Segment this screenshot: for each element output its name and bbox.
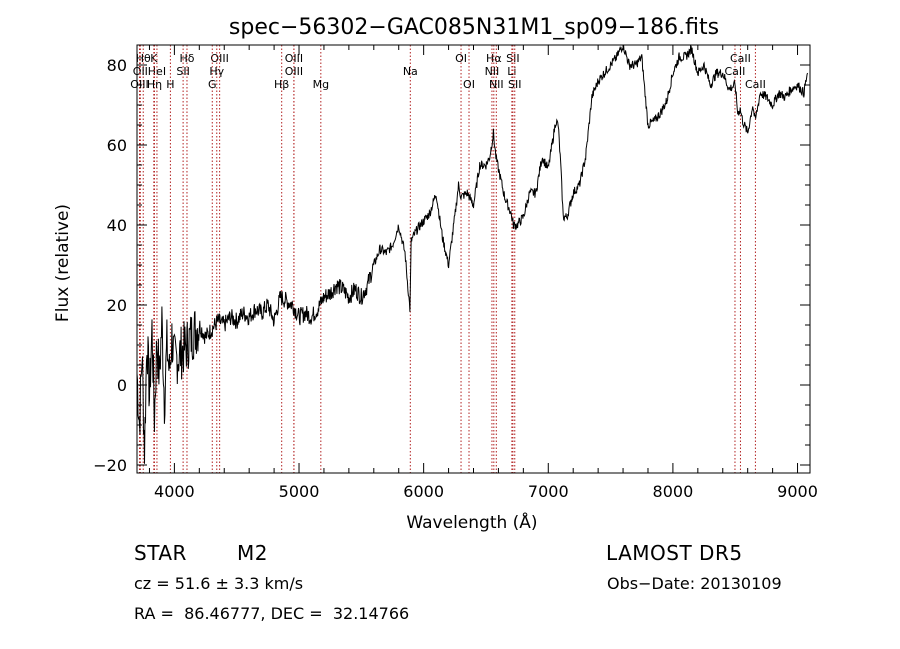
line-marker-label: SII bbox=[508, 78, 521, 91]
plot-frame bbox=[136, 44, 811, 474]
line-marker-label: OII bbox=[133, 65, 148, 78]
y-axis-label: Flux (relative) bbox=[53, 204, 73, 322]
line-marker-label: Na bbox=[403, 65, 418, 78]
coordinates: RA = 86.46777, DEC = 32.14766 bbox=[134, 604, 410, 623]
line-marker-label: H bbox=[166, 78, 174, 91]
redshift-velocity: cz = 51.6 ± 3.3 km/s bbox=[134, 574, 304, 593]
line-marker-label: K bbox=[150, 52, 158, 65]
line-marker-label: HeI bbox=[148, 65, 166, 78]
line-marker-label: OIII bbox=[285, 52, 303, 65]
y-tick-label: 60 bbox=[107, 136, 127, 155]
object-class: STAR bbox=[134, 541, 187, 565]
line-marker-label: CaII bbox=[730, 52, 751, 65]
y-tick-label: −20 bbox=[93, 456, 127, 475]
line-marker-label: Hβ bbox=[274, 78, 289, 91]
line-marker-label: OI bbox=[455, 52, 467, 65]
line-marker-label: CaII bbox=[725, 65, 746, 78]
x-tick-label: 8000 bbox=[653, 482, 694, 501]
line-marker-label: G bbox=[208, 78, 217, 91]
x-tick-label: 7000 bbox=[528, 482, 569, 501]
line-marker-label: Hα bbox=[486, 52, 502, 65]
x-tick-label: 6000 bbox=[403, 482, 444, 501]
x-axis-label: Wavelength (Å) bbox=[406, 511, 537, 533]
line-marker-label: NII bbox=[489, 78, 504, 91]
observation-date: Obs−Date: 20130109 bbox=[607, 574, 782, 593]
line-marker-label: OIII bbox=[210, 52, 228, 65]
line-marker-label: Mg bbox=[313, 78, 329, 91]
x-tick-label: 5000 bbox=[279, 482, 320, 501]
object-subclass: M2 bbox=[237, 541, 268, 565]
x-tick-label: 4000 bbox=[154, 482, 195, 501]
y-tick-label: 20 bbox=[107, 296, 127, 315]
line-marker-label: SII bbox=[176, 65, 189, 78]
line-marker-label: SII bbox=[506, 52, 519, 65]
line-marker-label: Hθ bbox=[136, 52, 151, 65]
line-marker-label: Hδ bbox=[179, 52, 194, 65]
line-marker-label: Hη bbox=[147, 78, 162, 91]
line-marker-label: NII bbox=[485, 65, 500, 78]
spectrum-line bbox=[136, 44, 808, 464]
line-marker-label: CaII bbox=[745, 78, 766, 91]
y-tick-label: 40 bbox=[107, 216, 127, 235]
line-marker-label: Li bbox=[507, 65, 516, 78]
x-tick-label: 9000 bbox=[777, 482, 818, 501]
y-tick-label: 80 bbox=[107, 56, 127, 75]
y-tick-label: 0 bbox=[117, 376, 127, 395]
chart-title: spec−56302−GAC085N31M1_sp09−186.fits bbox=[229, 15, 719, 40]
line-marker-label: OIII bbox=[285, 65, 303, 78]
survey-name: LAMOST DR5 bbox=[606, 541, 743, 565]
line-marker-label: OI bbox=[463, 78, 475, 91]
line-marker-label: Hγ bbox=[209, 65, 224, 78]
